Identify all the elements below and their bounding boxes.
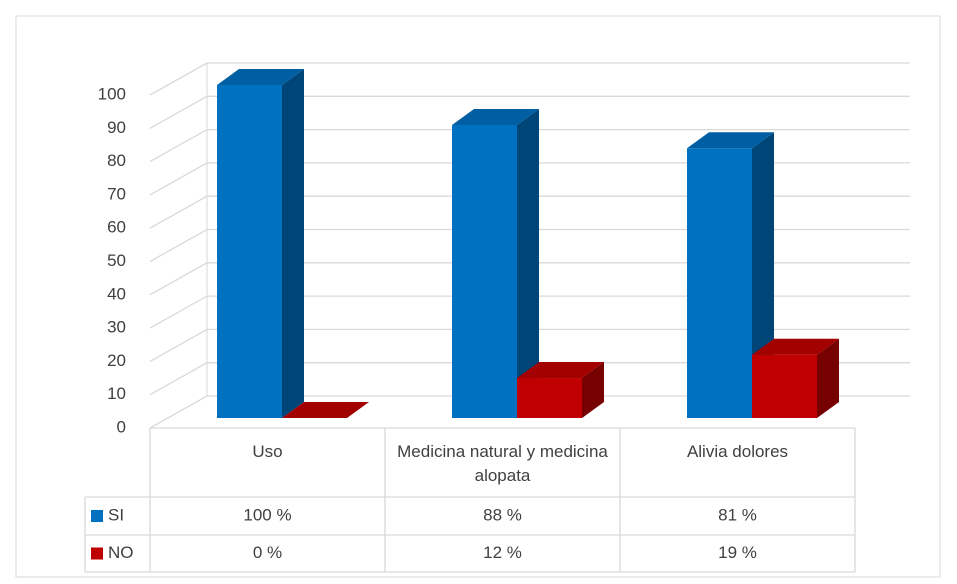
y-tick-label: 70: [107, 184, 126, 203]
bar-side: [282, 69, 304, 418]
y-tick-label: 10: [107, 384, 126, 403]
bar: [452, 108, 539, 419]
data-label: 0 %: [253, 543, 282, 562]
y-tick-label: 20: [107, 351, 126, 370]
bar-top: [687, 132, 774, 149]
bar-side: [817, 338, 839, 418]
y-tick-label: 40: [107, 284, 126, 303]
bar-front: [217, 85, 282, 418]
legend-key: [91, 547, 103, 560]
y-tick-label: 50: [107, 251, 126, 270]
bar: [752, 338, 839, 418]
bar: [217, 69, 304, 418]
x-tick-label: Alivia dolores: [686, 442, 789, 461]
bar-front: [752, 354, 817, 418]
y-tick-label: 80: [107, 151, 126, 170]
legend-key: [91, 510, 103, 522]
x-tick-label: Medicina natural y medicina alopata: [397, 442, 608, 485]
data-label: 81 %: [718, 505, 757, 524]
data-label: 19 %: [718, 543, 757, 562]
bar-top: [752, 338, 839, 355]
y-tick-label: 100: [98, 84, 126, 103]
bar-front: [517, 378, 582, 418]
bar: [282, 402, 369, 418]
bar-side: [517, 108, 539, 419]
bar-side: [582, 362, 604, 418]
bar: [687, 132, 774, 418]
data-label: 12 %: [483, 543, 522, 562]
y-tick-label: 0: [117, 417, 126, 436]
y-tick-label: 60: [107, 218, 126, 237]
bar-top: [282, 402, 369, 418]
bar-top: [217, 69, 304, 85]
bar-front: [452, 124, 517, 419]
x-tick-label: Uso: [252, 442, 283, 461]
y-tick-label: 90: [107, 118, 126, 137]
data-label: 100 %: [243, 505, 291, 524]
bar-top: [452, 108, 539, 125]
legend-label: SI: [108, 505, 124, 524]
bar: [517, 362, 604, 418]
bar-top: [517, 362, 604, 379]
y-tick-label: 30: [107, 318, 126, 337]
legend-label: NO: [108, 543, 134, 562]
bar-front: [687, 148, 752, 418]
data-label: 88 %: [483, 505, 522, 524]
